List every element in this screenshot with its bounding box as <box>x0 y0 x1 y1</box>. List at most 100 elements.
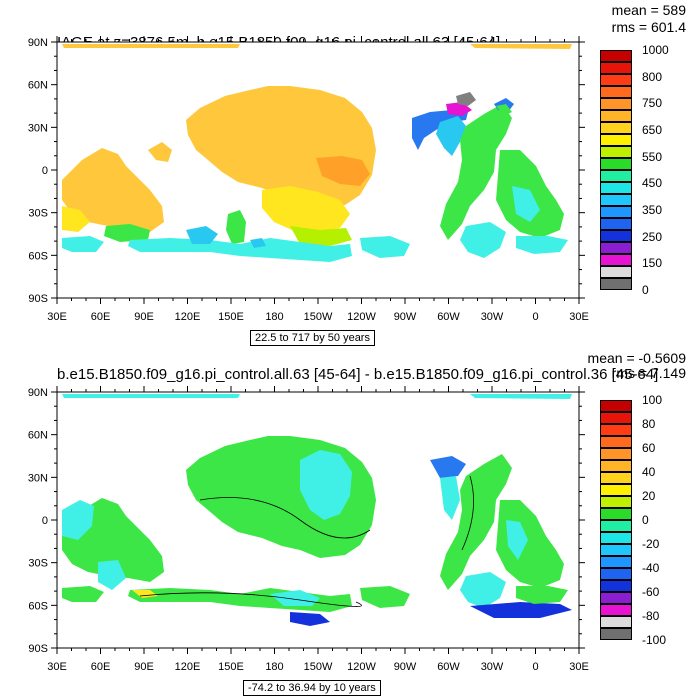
colorbar-label: 250 <box>642 229 663 244</box>
colorbar-swatch <box>600 484 632 496</box>
lower-map: 90N 60N 30N 0 30S 60S 90S 30E 60E 90E 120E 150E 180 1… <box>28 386 589 673</box>
lon-tick-label: 30W <box>481 661 504 673</box>
colorbar-label: 750 <box>642 96 663 111</box>
colorbar-label: -100 <box>642 633 667 647</box>
colorbar-swatch <box>600 254 632 266</box>
lat-tick-label: 90S <box>28 293 48 305</box>
south-atlantic-cyan <box>512 186 540 222</box>
south-atlantic-cyan <box>506 520 528 560</box>
southern-atlantic-dark-blue <box>470 602 572 618</box>
southern-green <box>62 586 104 602</box>
colorbar-swatch <box>600 556 632 568</box>
colorbar-swatch <box>600 62 632 74</box>
colorbar-label: 40 <box>642 465 656 479</box>
contour-line <box>199 497 371 539</box>
lon-tick-label: 90W <box>394 311 417 323</box>
southern-blue <box>250 238 266 248</box>
atlantic-cyan <box>516 236 568 254</box>
lat-tick-label: 60S <box>28 250 48 262</box>
colorbar-swatch <box>600 496 632 508</box>
lower-rms-stat: rms = 7.149 <box>611 365 686 381</box>
colorbar-swatch <box>600 412 632 424</box>
lat-tick-label: 30N <box>28 472 48 484</box>
lat-tick-label: 90S <box>28 643 48 655</box>
colorbar-label: -60 <box>642 585 660 599</box>
arctic-strip <box>470 44 572 49</box>
atlantic-cyan <box>460 222 506 258</box>
indian-basin <box>62 148 164 232</box>
southern-cyan <box>62 236 104 252</box>
colorbar-swatch <box>600 50 632 62</box>
lon-tick-label: 90E <box>134 311 154 323</box>
colorbar-label: 450 <box>642 176 663 191</box>
colorbar-label: -20 <box>642 537 660 551</box>
lon-tick-label: 0 <box>532 661 538 673</box>
lon-tick-label: 0 <box>532 311 538 323</box>
colorbar-label: 60 <box>642 441 656 455</box>
indian-cyan <box>98 560 126 590</box>
indian-yellow <box>62 206 90 232</box>
southern-cyan <box>270 590 320 606</box>
north-atlantic-gray <box>456 92 476 106</box>
upper-rms-stat: rms = 601.4 <box>611 19 686 35</box>
colorbar-swatch <box>600 568 632 580</box>
colorbar-swatch <box>600 86 632 98</box>
lat-tick-label: 90N <box>28 387 48 399</box>
colorbar-swatch <box>600 98 632 110</box>
colorbar-swatch <box>600 122 632 134</box>
colorbar-swatch <box>600 616 632 628</box>
colorbar-label: 80 <box>642 417 656 431</box>
arctic-strip <box>62 44 240 48</box>
colorbar-label: 350 <box>642 203 663 217</box>
upper-map: 90N 60N 30N 0 30S 60S 90S 30E 60E 90E 120E 150E 180 1… <box>28 36 589 323</box>
colorbar-swatch <box>600 230 632 242</box>
indian-cyan <box>62 500 94 540</box>
lon-tick-label: 120E <box>175 661 201 673</box>
lat-tick-label: 60N <box>28 430 48 442</box>
southern-blue <box>186 226 218 244</box>
colorbar-swatch <box>600 628 632 640</box>
lon-tick-label: 30E <box>47 661 67 673</box>
lon-tick-label: 120W <box>347 311 376 323</box>
lon-tick-label: 30W <box>481 311 504 323</box>
colorbar-swatch <box>600 278 632 290</box>
lat-tick-label: 0 <box>42 165 48 177</box>
colorbar-swatch <box>600 134 632 146</box>
colorbar-swatch <box>600 532 632 544</box>
lon-tick-label: 180 <box>265 311 283 323</box>
lat-tick-label: 90N <box>28 37 48 49</box>
colorbar-label: 800 <box>642 69 663 84</box>
north-atlantic-blue <box>430 456 466 478</box>
lon-tick-label: 60E <box>91 311 111 323</box>
lower-map-panel: b.e15.B1850.f09_g16.pi_control.all.63 [4… <box>0 350 700 700</box>
lon-tick-label: 120W <box>347 661 376 673</box>
colorbar-label: 1000 <box>642 43 669 57</box>
colorbar-label: 550 <box>642 149 663 164</box>
colorbar-label: 650 <box>642 123 663 137</box>
contour-line <box>139 592 362 607</box>
colorbar-swatch <box>600 436 632 448</box>
lon-tick-label: 120E <box>175 311 201 323</box>
colorbar-label: 100 <box>642 393 663 407</box>
lower-contour-range-note: -74.2 to 36.94 by 10 years <box>243 680 381 696</box>
lat-tick-label: 60S <box>28 600 48 612</box>
lon-tick-label: 60E <box>91 661 111 673</box>
lat-tick-label: 30S <box>28 558 48 570</box>
lon-tick-label: 30E <box>569 311 589 323</box>
lat-tick-label: 0 <box>42 515 48 527</box>
southern-green <box>104 224 150 242</box>
lime-band <box>290 226 352 246</box>
colorbar-swatch <box>600 194 632 206</box>
colorbar-swatch <box>600 580 632 592</box>
lat-tick-label: 30S <box>28 208 48 220</box>
pacific-cyan <box>300 450 352 520</box>
upper-map-panel: IAGE at z=3876.5m, b.e15.B1850.f09_g16.p… <box>28 2 686 346</box>
atlantic-cyan <box>460 572 506 608</box>
atlantic-green <box>516 586 568 604</box>
lon-tick-label: 150E <box>218 311 244 323</box>
atlantic-green <box>440 454 512 590</box>
colorbar-swatch <box>600 544 632 556</box>
colorbar-swatch <box>600 508 632 520</box>
lon-tick-label: 150W <box>304 661 333 673</box>
colorbar-label: 0 <box>642 283 649 297</box>
